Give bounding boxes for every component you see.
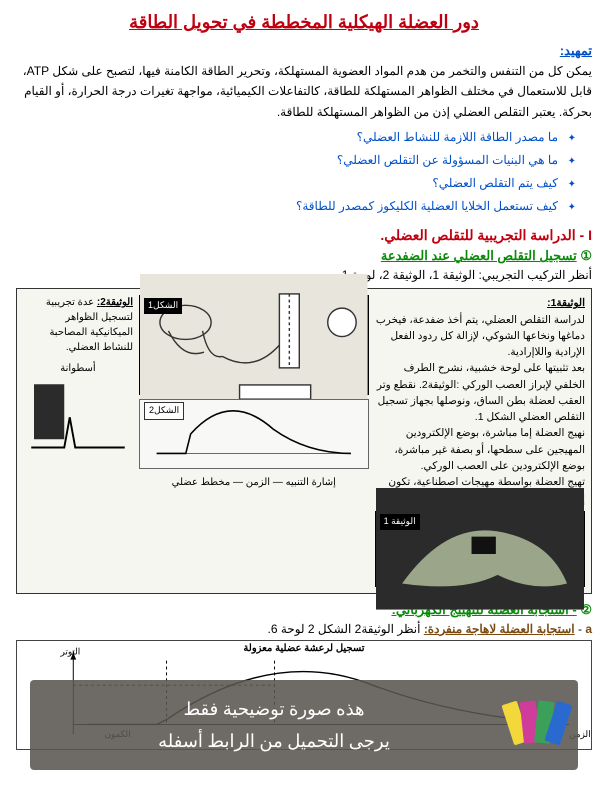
photo-label: الوثيقة 1: [380, 514, 420, 530]
stim-arrow-label: إشارة التنبيه: [286, 477, 336, 488]
sub-a-dash: -: [575, 622, 586, 636]
sub-a-tail: أنظر الوثيقة2 الشكل 2 لوحة 6.: [267, 622, 423, 636]
myo-label: مخطط عضلي: [172, 477, 231, 488]
books-icon: [514, 701, 562, 749]
axis-y-label: التوتر: [60, 647, 81, 658]
fig1-label: الشكل1: [144, 298, 182, 314]
sub1-label: تسجيل التقلص العضلي عند الضفدعة: [381, 248, 577, 263]
cylinder-label: أسطوانة: [23, 361, 133, 376]
question-list: ما مصدر الطاقة اللازمة للنشاط العضلي؟ ما…: [16, 126, 592, 217]
document-panel: الوثيقة1: لدراسة التقلص العضلي، يتم أخذ …: [16, 288, 592, 593]
bullet-num: ①: [580, 248, 592, 263]
overlay-line-2: يرجى التحميل من الرابط أسفله: [46, 725, 502, 757]
figure-photo: الوثيقة 1: [375, 511, 585, 587]
cylinder-trace-icon: [23, 376, 133, 459]
section-1-heading: I - الدراسة التجريبية للتقلص العضلي.: [16, 227, 592, 244]
section-1-sub1: ① تسجيل التقلص العضلي عند الضفدعة: [16, 248, 592, 264]
time-label: الزمن: [246, 477, 270, 488]
intro-paragraph: يمكن كل من التنفس والتخمر من هدم المواد …: [16, 61, 592, 122]
question-item: ما مصدر الطاقة اللازمة للنشاط العضلي؟: [16, 126, 576, 149]
doc1-title: الوثيقة1:: [547, 297, 585, 309]
sub-a-letter: a: [585, 622, 592, 636]
sub-a-text: استجابة العضلة لاهاجة منفردة:: [424, 622, 575, 636]
question-item: كيف يتم التقلص العضلي؟: [16, 172, 576, 195]
frog-leg-icon: [376, 488, 584, 610]
figure-2: الشكل2: [139, 399, 369, 469]
watermark-overlay: هذه صورة توضيحية فقط يرجى التحميل من الر…: [30, 680, 578, 770]
doc1-body: لدراسة التقلص العضلي، يتم أخذ ضفدعة، فيخ…: [375, 312, 585, 507]
doc-right-column: الوثيقة1: لدراسة التقلص العضلي، يتم أخذ …: [375, 295, 585, 586]
curve-captions: إشارة التنبيه — الزمن — مخطط عضلي: [139, 475, 369, 491]
overlay-text: هذه صورة توضيحية فقط يرجى التحميل من الر…: [46, 693, 502, 758]
overlay-line-1: هذه صورة توضيحية فقط: [46, 693, 502, 725]
apparatus-icon: [140, 274, 368, 416]
doc-mid-column: الشكل1 الشكل2: [139, 295, 369, 586]
doc2-title: الوثيقة2:: [97, 297, 133, 308]
sub-a-line: a - استجابة العضلة لاهاجة منفردة: أنظر ا…: [16, 622, 592, 636]
intro-header: تمهيد:: [16, 43, 592, 59]
question-item: كيف تستعمل الخلايا العضلية الكليكوز كمصد…: [16, 195, 576, 218]
page-title: دور العضلة الهيكلية المخططة في تحويل الط…: [16, 12, 592, 33]
doc-left-column: الوثيقة2: عدة تجريبية لتسجيل الظواهر الم…: [23, 295, 133, 586]
figure-1: الشكل1: [139, 295, 369, 395]
chart-title: تسجيل لرعشة عضلية معزولة: [243, 643, 364, 654]
question-item: ما هي البنيات المسؤولة عن التقلص العضلي؟: [16, 149, 576, 172]
fig2-label: الشكل2: [144, 402, 184, 420]
